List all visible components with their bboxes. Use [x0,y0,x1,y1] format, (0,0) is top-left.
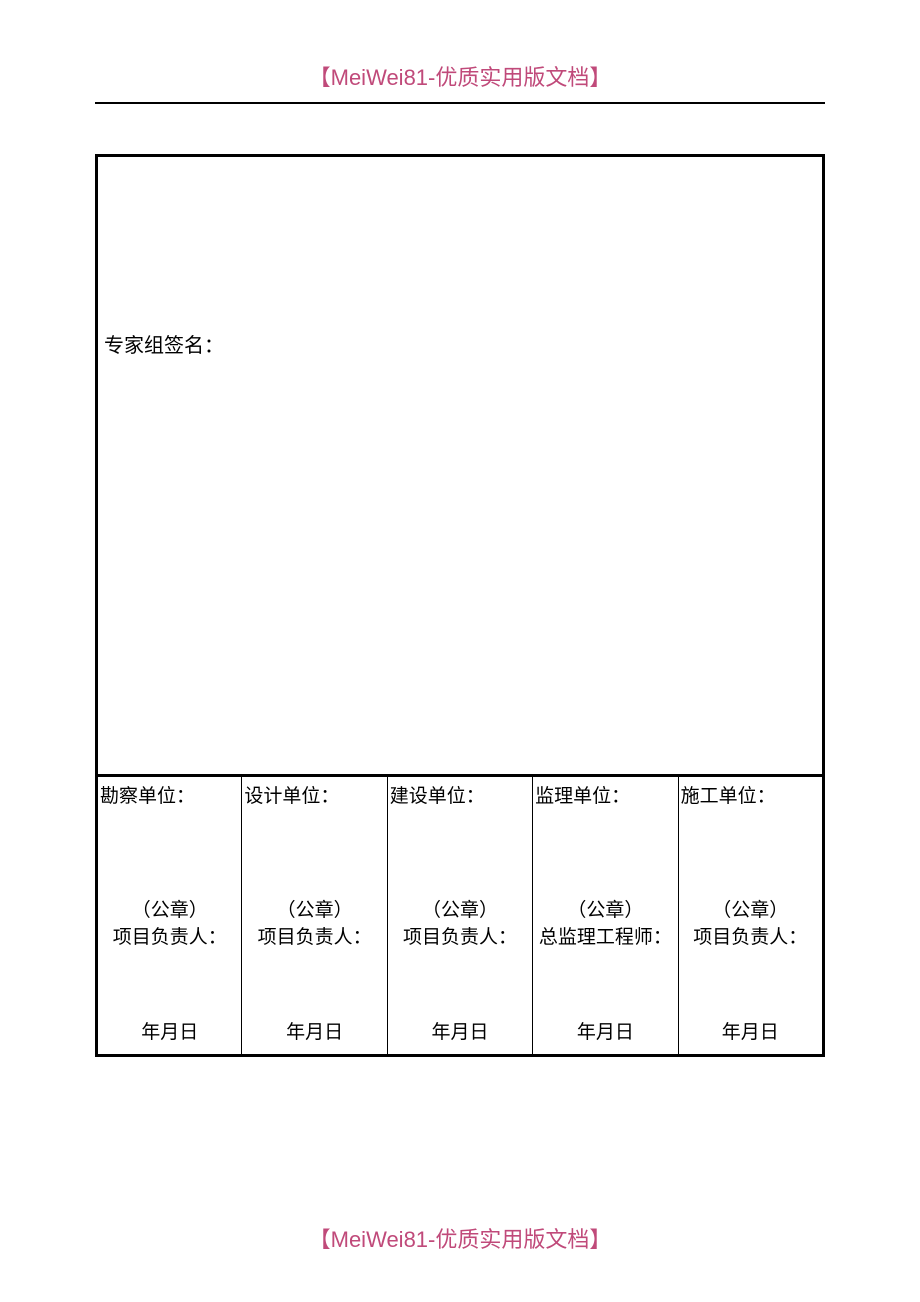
page-footer: 【MeiWei81-优质实用版文档】 [0,1222,920,1254]
survey-date: 年月日 [98,1017,241,1044]
document-page: 【MeiWei81-优质实用版文档】 专家组签名： 勘察单位： （公章） 项目负… [0,0,920,1302]
design-unit-cell: 设计单位： （公章） 项目负责人： 年月日 [242,776,387,1056]
survey-unit-cell: 勘察单位： （公章） 项目负责人： 年月日 [97,776,242,1056]
supervision-unit-label: 监理单位： [535,781,675,808]
responsible-text: 项目负责人： [693,927,807,948]
supervision-date: 年月日 [533,1017,677,1044]
design-unit-label: 设计单位： [244,781,384,808]
supervision-unit-cell: 监理单位： （公章） 总监理工程师： 年月日 [533,776,678,1056]
construction-seal-block: （公章） 项目负责人： [390,898,530,951]
expert-group-label: 专家组签名： [104,329,224,358]
seal-text: （公章） [567,900,643,921]
construction-date: 年月日 [388,1017,532,1044]
expert-signature-cell: 专家组签名： [97,156,824,776]
responsible-text: 项目负责人： [258,927,372,948]
design-date: 年月日 [242,1017,386,1044]
supervision-seal-block: （公章） 总监理工程师： [535,898,675,951]
responsible-text: 总监理工程师： [539,927,672,948]
seal-text: （公章） [712,900,788,921]
builder-date: 年月日 [679,1017,822,1044]
seal-text: （公章） [132,900,208,921]
survey-unit-label: 勘察单位： [100,781,239,808]
seal-text: （公章） [422,900,498,921]
construction-unit-cell: 建设单位： （公章） 项目负责人： 年月日 [387,776,532,1056]
builder-unit-cell: 施工单位： （公章） 项目负责人： 年月日 [678,776,823,1056]
construction-unit-label: 建设单位： [390,781,530,808]
signature-table: 专家组签名： 勘察单位： （公章） 项目负责人： 年月日 设计单位： （公章） … [95,154,825,1057]
design-seal-block: （公章） 项目负责人： [244,898,384,951]
unit-signature-row: 勘察单位： （公章） 项目负责人： 年月日 设计单位： （公章） 项目负责人： … [97,776,824,1056]
seal-text: （公章） [277,900,353,921]
responsible-text: 项目负责人： [403,927,517,948]
page-header: 【MeiWei81-优质实用版文档】 [95,60,825,104]
responsible-text: 项目负责人： [113,927,227,948]
survey-seal-block: （公章） 项目负责人： [100,898,239,951]
builder-seal-block: （公章） 项目负责人： [681,898,820,951]
builder-unit-label: 施工单位： [681,781,820,808]
